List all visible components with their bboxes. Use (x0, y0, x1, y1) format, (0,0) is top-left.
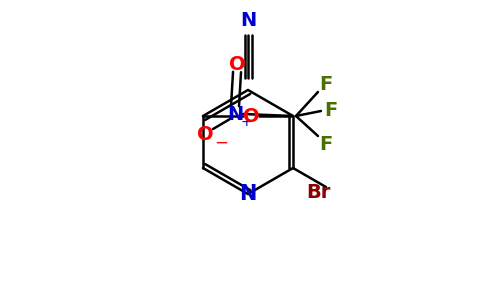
Text: Br: Br (306, 184, 330, 202)
Text: O: O (229, 55, 245, 74)
Text: +: + (240, 115, 252, 129)
Text: −: − (214, 134, 228, 152)
Text: F: F (319, 134, 333, 154)
Text: N: N (239, 184, 257, 204)
Text: N: N (227, 104, 243, 124)
Text: F: F (324, 101, 338, 121)
Text: O: O (197, 124, 213, 143)
Text: F: F (319, 74, 333, 94)
Text: N: N (240, 11, 256, 31)
Text: O: O (242, 106, 259, 125)
